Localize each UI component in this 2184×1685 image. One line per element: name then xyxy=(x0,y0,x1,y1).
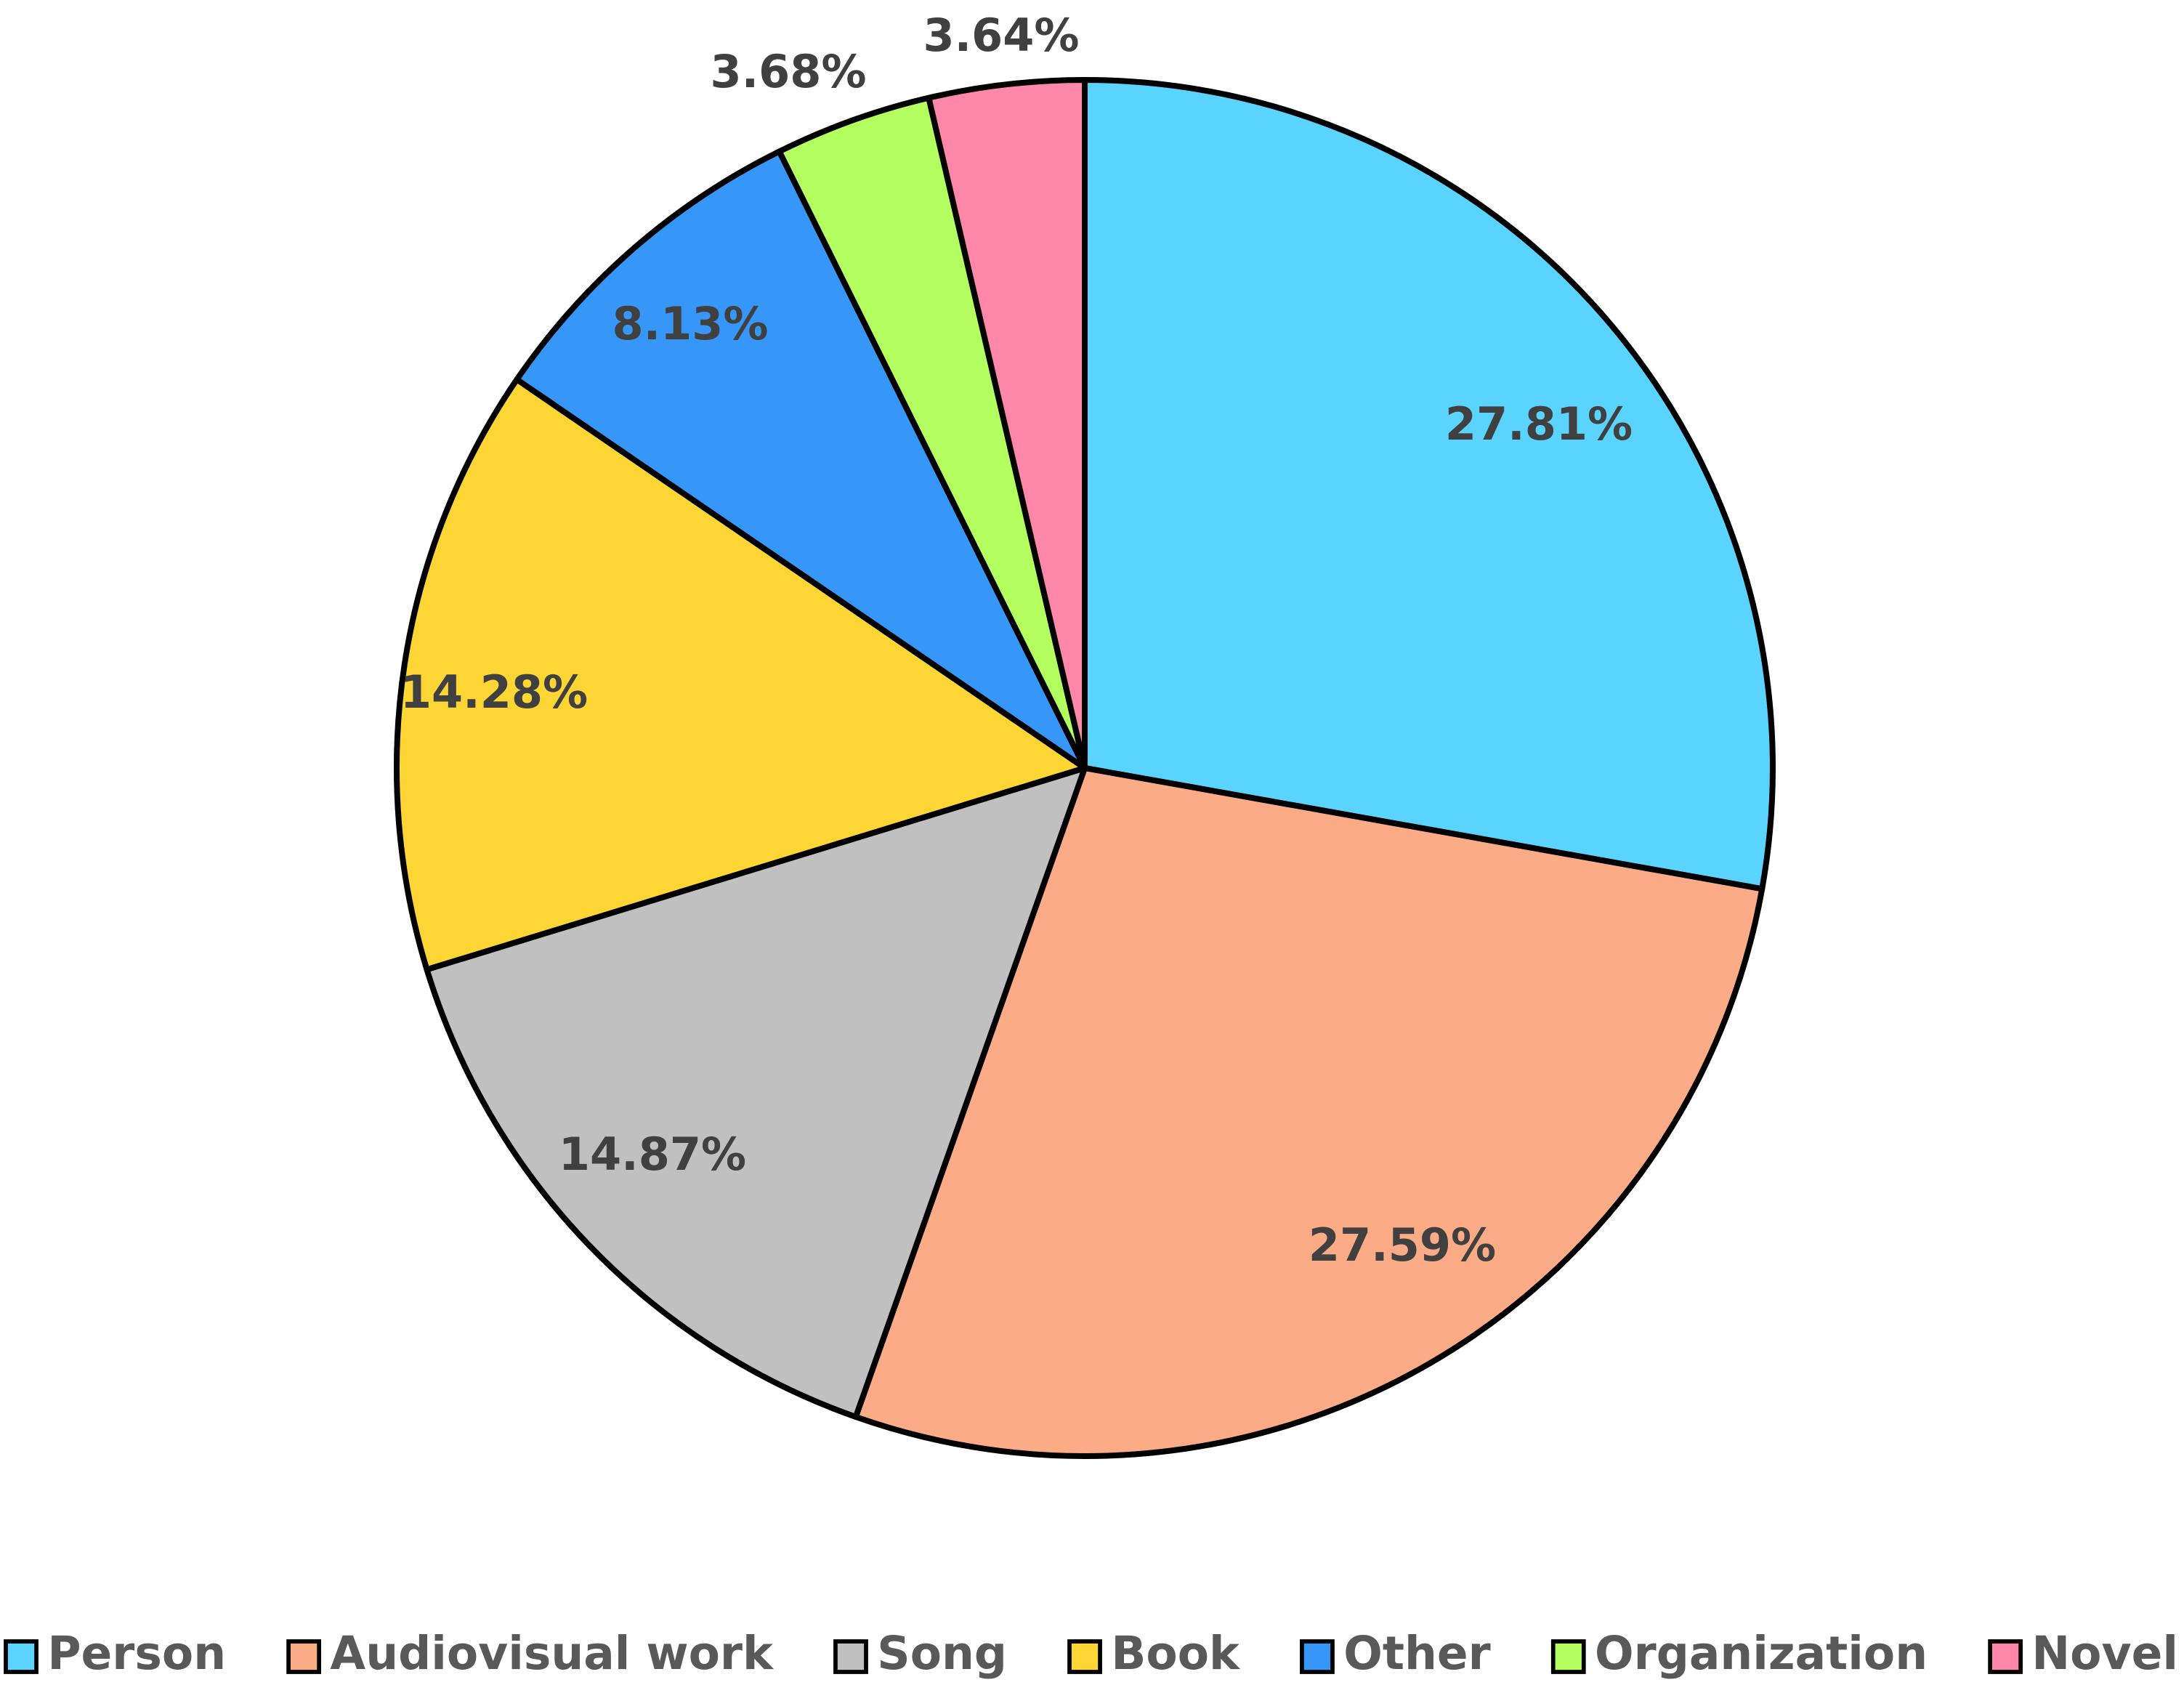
pie-slice-novel xyxy=(926,77,1088,771)
pie-slice-audiovisual-work xyxy=(852,765,1766,1459)
legend-label-book: Book xyxy=(1111,1626,1241,1680)
pie-slice-organization xyxy=(776,94,1088,771)
legend-label-other: Other xyxy=(1343,1626,1490,1680)
pie-slice-person xyxy=(1082,77,1776,892)
value-label-song: 14.87% xyxy=(559,1128,746,1181)
legend-swatch-audiovisual-work xyxy=(286,1639,321,1674)
pie-slice-other xyxy=(514,148,1088,771)
pie-value-labels: 27.81% 27.59% 14.87% 14.28% 8.13% 3.68% 3.64% xyxy=(400,9,1633,1272)
legend-label-organization: Organization xyxy=(1595,1626,1928,1680)
pie-slice-book xyxy=(394,376,1088,973)
legend-item-person: Person xyxy=(4,1626,226,1680)
legend-swatch-novel xyxy=(1988,1639,2023,1674)
legend-item-audiovisual-work: Audiovisual work xyxy=(286,1626,774,1680)
legend-swatch-organization xyxy=(1550,1639,1586,1674)
chart-legend: Person Audiovisual work Song Book Other Organ… xyxy=(4,1626,2178,1680)
legend-label-person: Person xyxy=(47,1626,226,1680)
value-label-audiovisual-work: 27.59% xyxy=(1309,1219,1496,1272)
legend-item-song: Song xyxy=(833,1626,1007,1680)
legend-swatch-book xyxy=(1067,1639,1102,1674)
legend-label-audiovisual-work: Audiovisual work xyxy=(330,1626,774,1680)
legend-label-song: Song xyxy=(877,1626,1007,1680)
value-label-person: 27.81% xyxy=(1445,397,1633,450)
legend-label-novel: Novel xyxy=(2031,1626,2178,1680)
pie-slice-song xyxy=(424,765,1088,1421)
legend-item-other: Other xyxy=(1300,1626,1491,1680)
value-label-book: 14.28% xyxy=(400,666,588,719)
pie-slices xyxy=(394,77,1776,1459)
value-label-novel: 3.64% xyxy=(923,9,1079,62)
legend-swatch-song xyxy=(833,1639,868,1674)
legend-item-novel: Novel xyxy=(1988,1626,2178,1680)
legend-item-book: Book xyxy=(1067,1626,1241,1680)
value-label-organization: 3.68% xyxy=(710,45,866,98)
legend-item-organization: Organization xyxy=(1550,1626,1928,1680)
legend-swatch-other xyxy=(1300,1639,1335,1674)
legend-swatch-person xyxy=(4,1639,39,1674)
value-label-other: 8.13% xyxy=(612,297,768,350)
